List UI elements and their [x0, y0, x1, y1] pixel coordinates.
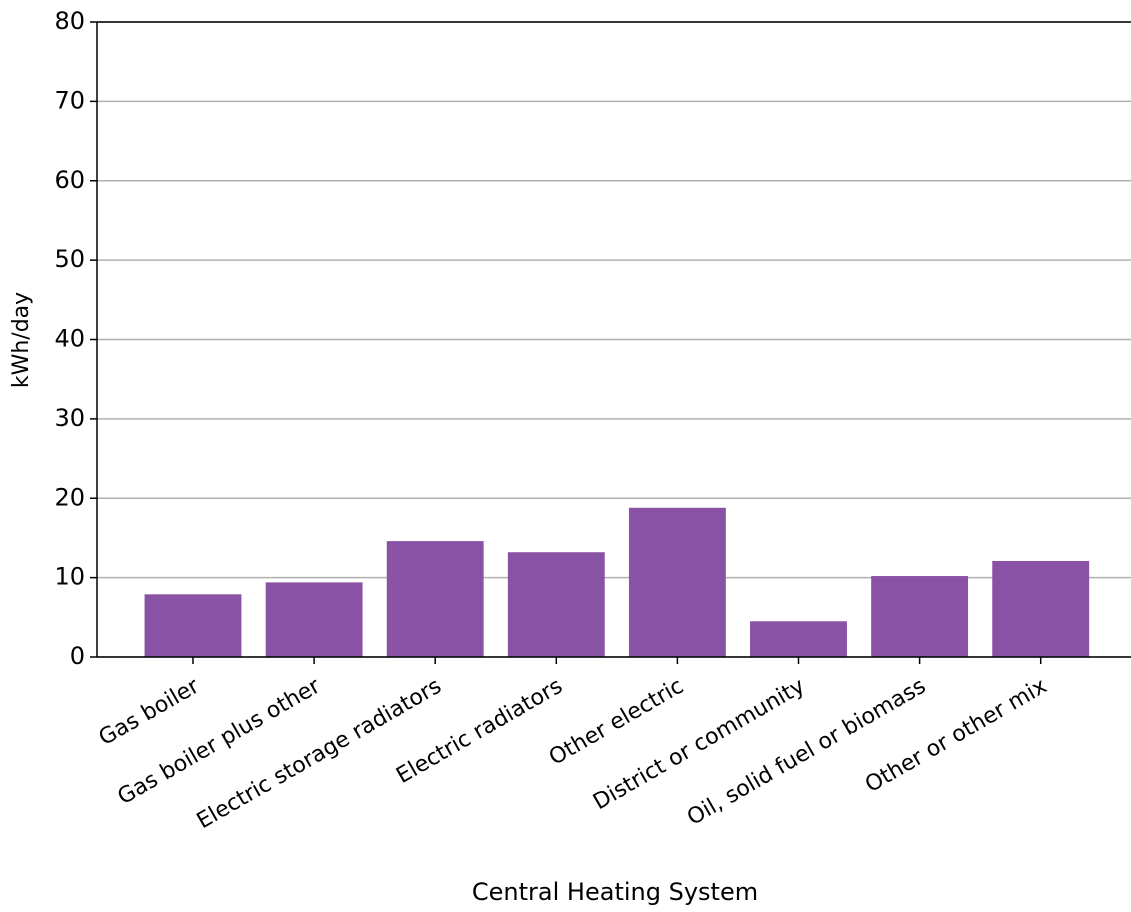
- y-tick-label: 70: [54, 86, 85, 114]
- bar: [628, 507, 726, 657]
- bar: [265, 582, 363, 657]
- y-tick-label: 10: [54, 563, 85, 591]
- y-tick-label: 30: [54, 404, 85, 432]
- y-tick-label: 0: [70, 642, 85, 670]
- x-tick-label: Gas boiler: [95, 673, 205, 751]
- x-axis-label: Central Heating System: [472, 878, 758, 906]
- bar: [144, 594, 242, 657]
- bar: [750, 621, 847, 657]
- y-tick-label: 40: [54, 325, 85, 353]
- x-tick-label: Oil, solid fuel or biomass: [683, 674, 930, 831]
- y-tick-label: 80: [54, 7, 85, 35]
- x-tick-label: District or community: [589, 674, 809, 815]
- bar: [386, 541, 484, 657]
- y-tick-label: 50: [54, 245, 85, 273]
- bar: [507, 552, 605, 657]
- y-tick-label: 20: [54, 483, 85, 511]
- bar: [992, 560, 1090, 657]
- y-tick-label: 60: [54, 166, 85, 194]
- y-axis-label: kWh/day: [9, 292, 34, 388]
- x-tick-label: Gas boiler plus other: [114, 673, 326, 810]
- bar: [871, 576, 969, 657]
